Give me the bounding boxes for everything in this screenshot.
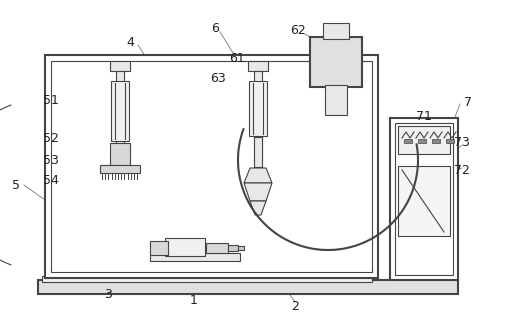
Text: 63: 63 [210, 71, 226, 85]
Text: 54: 54 [43, 173, 59, 186]
Bar [325, 85, 347, 115]
Bar [404, 139, 412, 143]
Bar [418, 139, 426, 143]
Text: 62: 62 [290, 24, 306, 36]
Bar [398, 166, 450, 236]
Text: 53: 53 [43, 153, 59, 166]
Bar [150, 241, 168, 255]
Bar [432, 139, 440, 143]
Bar [395, 123, 453, 275]
Bar [51, 61, 372, 272]
Bar [248, 61, 268, 71]
Text: 72: 72 [454, 163, 470, 176]
Bar [249, 81, 267, 136]
Bar [254, 137, 262, 167]
Bar [38, 280, 458, 294]
Text: 1: 1 [190, 294, 198, 307]
Text: 61: 61 [229, 51, 245, 65]
Bar [150, 253, 240, 261]
Bar [446, 139, 454, 143]
Bar [111, 81, 129, 141]
Polygon shape [244, 168, 272, 183]
Text: 4: 4 [126, 36, 134, 48]
Text: 73: 73 [454, 136, 470, 149]
Text: 6: 6 [211, 22, 219, 35]
Bar [110, 143, 130, 165]
Text: 7: 7 [464, 96, 472, 109]
Text: 52: 52 [43, 131, 59, 144]
Bar [310, 37, 362, 87]
Bar [110, 61, 130, 71]
Bar [45, 55, 378, 278]
Bar [206, 243, 228, 253]
Polygon shape [244, 183, 272, 201]
Text: 5: 5 [12, 179, 20, 192]
Bar [100, 165, 140, 173]
Polygon shape [250, 201, 266, 215]
Bar [398, 126, 450, 154]
Bar [228, 245, 238, 251]
Bar [165, 238, 205, 256]
Text: 2: 2 [291, 299, 299, 312]
Text: 3: 3 [104, 288, 112, 301]
Bar [238, 246, 244, 250]
Bar [254, 71, 262, 161]
Bar [390, 118, 458, 280]
Text: 71: 71 [416, 109, 432, 122]
Text: 51: 51 [43, 93, 59, 107]
Bar [116, 71, 124, 171]
Bar [42, 276, 372, 282]
Bar [323, 23, 349, 39]
